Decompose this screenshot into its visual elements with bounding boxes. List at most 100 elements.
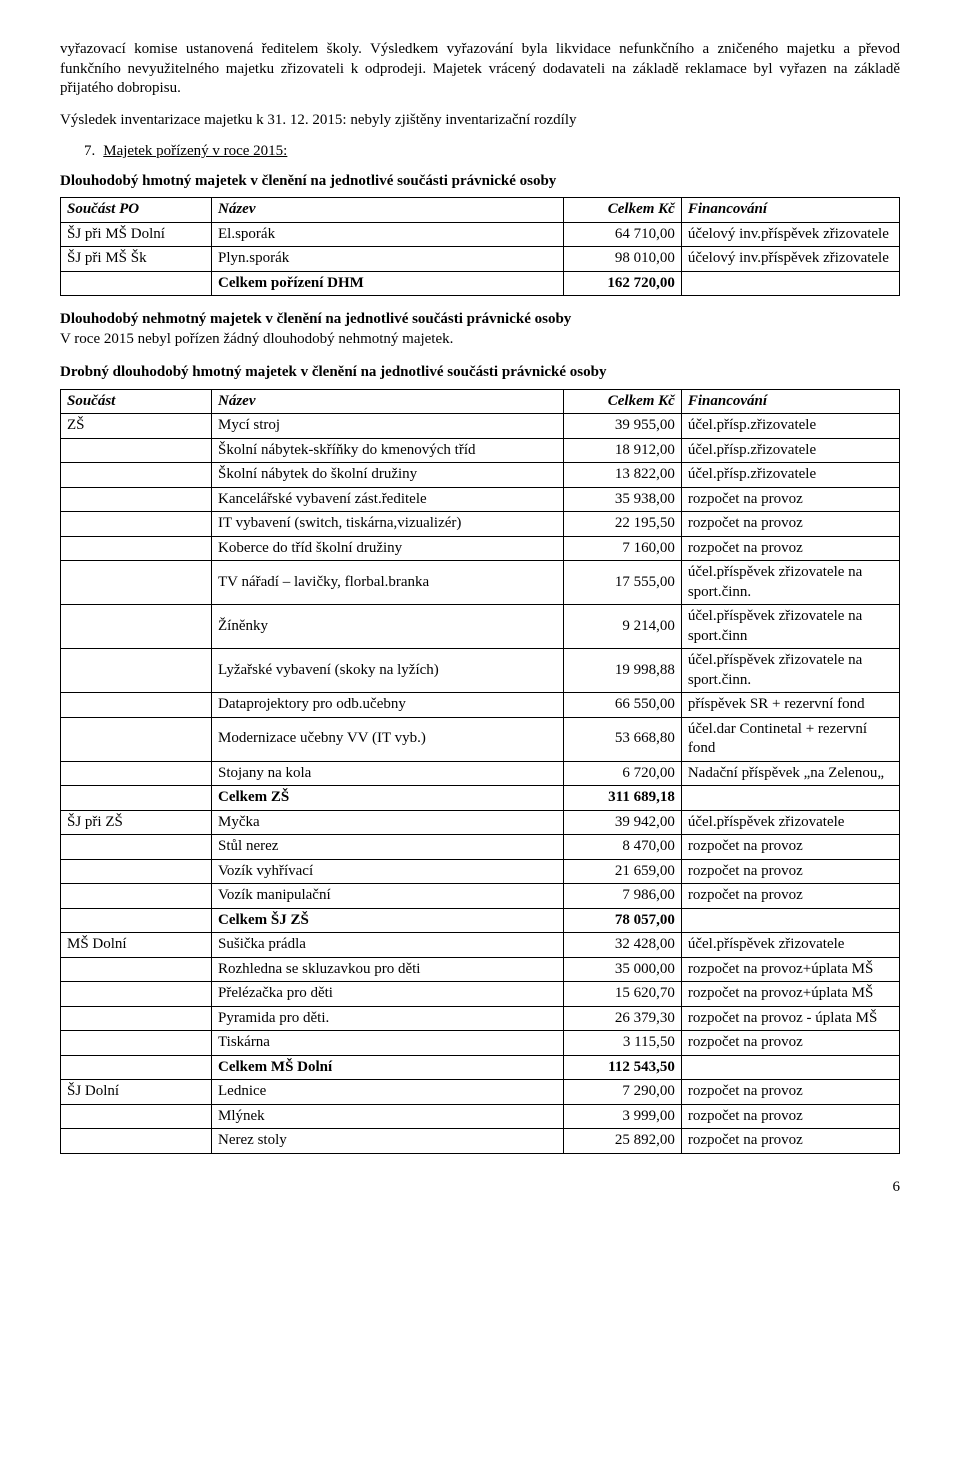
section-title: Majetek pořízený v roce 2015:	[103, 142, 287, 162]
table-cell: El.sporák	[212, 222, 564, 247]
table-cell: 15 620,70	[564, 982, 681, 1007]
table-cell: 39 942,00	[564, 810, 681, 835]
table-cell: 78 057,00	[564, 908, 681, 933]
table-cell: účel.přísp.zřizovatele	[681, 414, 899, 439]
table-row: Koberce do tříd školní družiny7 160,00ro…	[61, 536, 900, 561]
table-cell: 162 720,00	[564, 271, 681, 296]
table-cell: 17 555,00	[564, 561, 681, 605]
page-number: 6	[60, 1178, 900, 1198]
table-cell	[61, 649, 212, 693]
table-header-row: Součást PONázevCelkem KčFinancování	[61, 198, 900, 223]
table-cell	[681, 271, 899, 296]
table-cell: rozpočet na provoz	[681, 1104, 899, 1129]
table-cell: 66 550,00	[564, 693, 681, 718]
table-cell: Plyn.sporák	[212, 247, 564, 272]
table-cell: 13 822,00	[564, 463, 681, 488]
table-cell: Lednice	[212, 1080, 564, 1105]
table-cell: rozpočet na provoz	[681, 512, 899, 537]
table-cell: 25 892,00	[564, 1129, 681, 1154]
table-cell: účel.přísp.zřizovatele	[681, 463, 899, 488]
table-row: IT vybavení (switch, tiskárna,vizualizér…	[61, 512, 900, 537]
section-number: 7.	[84, 142, 95, 162]
table-row: Vozík vyhřívací21 659,00rozpočet na prov…	[61, 859, 900, 884]
table-cell: Nadační příspěvek „na Zelenou„	[681, 761, 899, 786]
table-cell: Koberce do tříd školní družiny	[212, 536, 564, 561]
table-cell	[61, 693, 212, 718]
table-cell: Dataprojektory pro odb.učebny	[212, 693, 564, 718]
table-cell: rozpočet na provoz	[681, 487, 899, 512]
table-cell: rozpočet na provoz	[681, 1080, 899, 1105]
table-cell	[61, 908, 212, 933]
table-cell: Sušička prádla	[212, 933, 564, 958]
table-row: Školní nábytek-skříňky do kmenových tříd…	[61, 438, 900, 463]
ddhm-table: SoučástNázevCelkem KčFinancováníZŠMycí s…	[60, 389, 900, 1154]
table-row: Žíněnky9 214,00účel.příspěvek zřizovatel…	[61, 605, 900, 649]
table-row: Celkem ŠJ ZŠ78 057,00	[61, 908, 900, 933]
table-cell: rozpočet na provoz	[681, 1031, 899, 1056]
table-cell: MŠ Dolní	[61, 933, 212, 958]
table-row: Tiskárna3 115,50rozpočet na provoz	[61, 1031, 900, 1056]
table-cell: rozpočet na provoz	[681, 859, 899, 884]
table-cell: 64 710,00	[564, 222, 681, 247]
table-cell: 7 986,00	[564, 884, 681, 909]
table-cell: 35 000,00	[564, 957, 681, 982]
table-cell	[61, 1129, 212, 1154]
table-row: ŠJ DolníLednice7 290,00rozpočet na provo…	[61, 1080, 900, 1105]
dhm-table: Součást PONázevCelkem KčFinancováníŠJ př…	[60, 197, 900, 296]
table-cell: ŠJ při MŠ Šk	[61, 247, 212, 272]
table-row: Školní nábytek do školní družiny13 822,0…	[61, 463, 900, 488]
table-cell: Myčka	[212, 810, 564, 835]
table-cell: Celkem pořízení DHM	[212, 271, 564, 296]
table-cell: Stojany na kola	[212, 761, 564, 786]
table-cell	[61, 957, 212, 982]
table-row: Kancelářské vybavení zást.ředitele35 938…	[61, 487, 900, 512]
table-cell: TV nářadí – lavičky, florbal.branka	[212, 561, 564, 605]
table-header-cell: Součást PO	[61, 198, 212, 223]
table-cell: účel.přísp.zřizovatele	[681, 438, 899, 463]
table-row: Mlýnek3 999,00rozpočet na provoz	[61, 1104, 900, 1129]
table-cell	[61, 438, 212, 463]
table-cell: 9 214,00	[564, 605, 681, 649]
table-cell: účel.příspěvek zřizovatele	[681, 810, 899, 835]
table-cell: 18 912,00	[564, 438, 681, 463]
table-row: Vozík manipulační7 986,00rozpočet na pro…	[61, 884, 900, 909]
table-row: TV nářadí – lavičky, florbal.branka17 55…	[61, 561, 900, 605]
table-cell: 311 689,18	[564, 786, 681, 811]
table-header-cell: Celkem Kč	[564, 389, 681, 414]
table-row: Celkem MŠ Dolní112 543,50	[61, 1055, 900, 1080]
table-cell: Vozík manipulační	[212, 884, 564, 909]
table-row: Lyžařské vybavení (skoky na lyžích)19 99…	[61, 649, 900, 693]
table-cell: rozpočet na provoz - úplata MŠ	[681, 1006, 899, 1031]
table-cell: 112 543,50	[564, 1055, 681, 1080]
table-cell: ZŠ	[61, 414, 212, 439]
table-cell: rozpočet na provoz+úplata MŠ	[681, 982, 899, 1007]
table-header-cell: Financování	[681, 198, 899, 223]
table-cell: ŠJ při ZŠ	[61, 810, 212, 835]
table-cell: ŠJ při MŠ Dolní	[61, 222, 212, 247]
table-cell: rozpočet na provoz	[681, 835, 899, 860]
table-cell: účel.příspěvek zřizovatele na sport.činn	[681, 605, 899, 649]
table-cell: Tiskárna	[212, 1031, 564, 1056]
dnm-text: V roce 2015 nebyl pořízen žádný dlouhodo…	[60, 331, 453, 347]
table-cell: Modernizace učebny VV (IT vyb.)	[212, 717, 564, 761]
section-7-heading: 7. Majetek pořízený v roce 2015:	[60, 142, 900, 162]
table-cell: účelový inv.příspěvek zřizovatele	[681, 222, 899, 247]
table-header-row: SoučástNázevCelkem KčFinancování	[61, 389, 900, 414]
table-cell	[61, 512, 212, 537]
table-row: Pyramida pro děti.26 379,30rozpočet na p…	[61, 1006, 900, 1031]
table-cell	[61, 982, 212, 1007]
table-cell: Nerez stoly	[212, 1129, 564, 1154]
table-cell: Vozík vyhřívací	[212, 859, 564, 884]
table-row: Rozhledna se skluzavkou pro děti35 000,0…	[61, 957, 900, 982]
table-cell	[681, 1055, 899, 1080]
table-cell	[61, 1055, 212, 1080]
table-header-cell: Název	[212, 389, 564, 414]
table-cell: Kancelářské vybavení zást.ředitele	[212, 487, 564, 512]
table-cell: 7 290,00	[564, 1080, 681, 1105]
table-cell: 21 659,00	[564, 859, 681, 884]
table-header-cell: Název	[212, 198, 564, 223]
table-cell: 6 720,00	[564, 761, 681, 786]
table-cell: 22 195,50	[564, 512, 681, 537]
dnm-block: Dlouhodobý nehmotný majetek v členění na…	[60, 310, 900, 349]
table-cell: příspěvek SR + rezervní fond	[681, 693, 899, 718]
